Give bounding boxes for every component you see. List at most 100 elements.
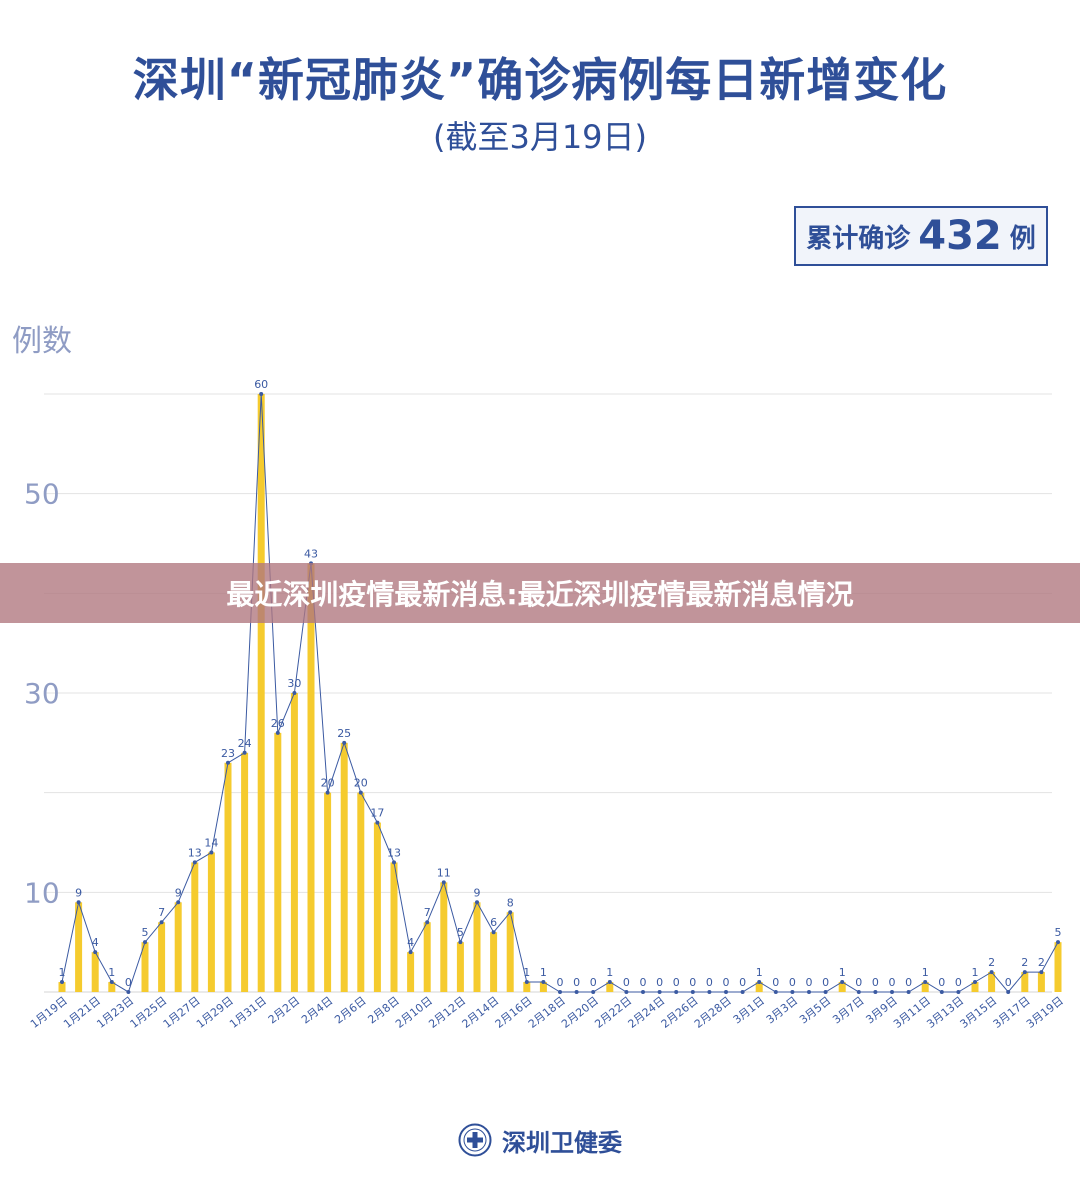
data-point: [143, 940, 147, 945]
data-label: 0: [723, 976, 730, 989]
data-label: 0: [789, 976, 796, 989]
data-point: [823, 990, 828, 994]
bar: [473, 902, 481, 992]
data-label: 0: [706, 976, 713, 989]
x-tick-label: 2月18日: [526, 994, 568, 1031]
data-point: [624, 990, 629, 994]
bar: [290, 693, 298, 992]
x-tick-label: 2月10日: [393, 994, 435, 1031]
x-tick-layer: 1月19日1月21日1月23日1月25日1月27日1月29日1月31日2月2日2…: [28, 994, 1066, 1031]
data-label: 1: [523, 966, 530, 979]
x-tick-label: 2月26日: [659, 994, 701, 1031]
x-tick-label: 2月20日: [559, 994, 601, 1031]
data-point: [109, 980, 114, 985]
data-label: 1: [972, 966, 979, 979]
bar: [141, 942, 149, 992]
data-point: [707, 990, 712, 994]
data-label: 6: [490, 916, 497, 929]
total-value: 432: [918, 213, 1002, 259]
x-tick-label: 3月13日: [924, 994, 966, 1031]
bar: [241, 752, 249, 992]
data-label: 0: [689, 976, 696, 989]
bar: [274, 732, 282, 992]
bar: [1054, 942, 1062, 992]
y-tick-label: 50: [24, 478, 60, 511]
bar: [1037, 972, 1045, 992]
data-label: 26: [271, 717, 285, 730]
data-label: 13: [188, 846, 202, 859]
data-point: [690, 990, 695, 994]
data-point: [242, 750, 247, 755]
total-suffix: 例: [1009, 223, 1036, 254]
data-label: 0: [889, 976, 896, 989]
data-label: 2: [1038, 956, 1045, 969]
data-label: 0: [955, 976, 962, 989]
line-layer: [60, 392, 1060, 994]
data-label: 0: [573, 976, 580, 989]
data-label: 7: [158, 906, 165, 919]
bar: [207, 852, 215, 992]
data-label: 5: [1055, 926, 1062, 939]
data-label: 14: [204, 836, 218, 849]
bar: [523, 982, 531, 992]
data-point: [491, 930, 496, 935]
bar: [490, 932, 498, 992]
data-label: 0: [938, 976, 945, 989]
data-point: [275, 730, 280, 735]
x-tick-label: 3月19日: [1024, 994, 1066, 1031]
bar: [921, 982, 929, 992]
data-label: 9: [175, 886, 182, 899]
x-tick-label: 3月15日: [958, 994, 1000, 1031]
data-label: 1: [922, 966, 929, 979]
data-label: 1: [108, 966, 115, 979]
bar: [257, 394, 265, 992]
bar: [58, 982, 66, 992]
bar: [606, 982, 614, 992]
data-point: [558, 990, 562, 994]
data-point: [1022, 970, 1027, 975]
data-point: [1039, 970, 1044, 975]
data-point: [441, 880, 446, 885]
data-label: 0: [872, 976, 879, 989]
data-label: 1: [59, 966, 66, 979]
data-point: [176, 900, 181, 905]
data-point: [607, 980, 612, 985]
data-label: 7: [424, 906, 431, 919]
data-point: [773, 990, 778, 994]
data-label: 0: [772, 976, 779, 989]
data-label: 9: [474, 886, 481, 899]
x-tick-label: 1月27日: [161, 994, 203, 1031]
data-point: [425, 920, 430, 925]
chart-subtitle: (截至3月19日): [432, 118, 648, 156]
data-label: 1: [540, 966, 547, 979]
x-tick-label: 2月12日: [426, 994, 468, 1031]
bar: [324, 792, 332, 992]
x-tick-label: 1月23日: [94, 994, 136, 1031]
footer-text: 深圳卫健委: [502, 1128, 622, 1157]
data-point: [375, 820, 380, 825]
data-label: 20: [354, 777, 368, 790]
bar: [91, 952, 99, 992]
bar: [224, 762, 232, 992]
data-label: 11: [437, 866, 451, 879]
x-tick-label: 2月28日: [692, 994, 734, 1031]
total-confirmed-box: 累计确诊 432 例: [794, 206, 1048, 266]
bar: [75, 902, 83, 992]
data-label: 43: [304, 547, 318, 560]
data-label: 25: [337, 727, 351, 740]
bar: [440, 882, 448, 992]
data-point: [259, 392, 264, 396]
data-label: 4: [92, 936, 99, 949]
data-point: [325, 790, 330, 795]
bar: [340, 742, 348, 992]
data-label: 5: [142, 926, 149, 939]
x-tick-label: 1月19日: [28, 994, 70, 1031]
data-point: [458, 940, 463, 945]
data-label: 0: [905, 976, 912, 989]
data-label: 9: [75, 886, 82, 899]
bar: [755, 982, 763, 992]
data-label: 0: [125, 976, 132, 989]
data-label: 20: [321, 777, 335, 790]
data-label: 0: [673, 976, 680, 989]
